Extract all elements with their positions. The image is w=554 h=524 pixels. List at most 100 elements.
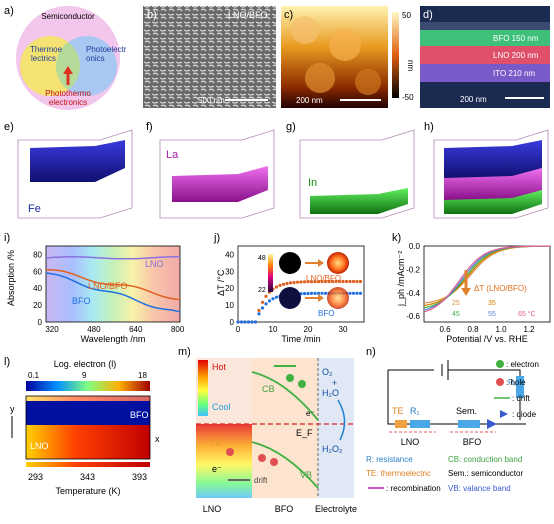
m-hot: Hot bbox=[212, 362, 227, 372]
h-fe-layer bbox=[444, 140, 542, 178]
k-xtick: 0.6 bbox=[439, 325, 451, 334]
panel-l: l) Log. electron (l) 0.1 9 18 BFO LNO y … bbox=[4, 356, 160, 496]
panel-i: i) 320 480 640 800 0 20 40 60 80 LNO LNO/BFO BFO… bbox=[4, 232, 185, 344]
l-xlabel: Temperature (K) bbox=[55, 486, 120, 496]
i-xtick: 320 bbox=[45, 325, 59, 334]
thermo-label-2: lectrics bbox=[31, 54, 56, 63]
n-diode: : diode bbox=[512, 410, 537, 419]
n-hole: : hole bbox=[506, 378, 526, 387]
panel-d-letter: d) bbox=[423, 9, 433, 21]
panel-m: m) Hot Cool TE e⁻ CB VB E_F drift O₂ + H… bbox=[178, 346, 357, 514]
grain-4 bbox=[355, 69, 381, 95]
j-lno-bfo-point bbox=[320, 279, 324, 284]
l-xt1: 343 bbox=[80, 472, 95, 482]
j-lno-bfo-point bbox=[334, 279, 338, 284]
thermal-image-1 bbox=[279, 252, 301, 274]
reduction-arrow-icon bbox=[337, 399, 346, 441]
n-r1: R₁ bbox=[410, 406, 420, 416]
hole-icon-1 bbox=[258, 454, 266, 462]
l-bfo-label: BFO bbox=[130, 410, 149, 420]
j-ytick: 40 bbox=[225, 250, 234, 259]
l-temp-bar bbox=[26, 462, 150, 467]
bbox-f bbox=[159, 129, 275, 219]
i-xtick: 480 bbox=[87, 325, 101, 334]
j-bfo-point bbox=[243, 320, 247, 324]
arrow-head-2 bbox=[318, 294, 324, 302]
photo-label-2: onics bbox=[86, 54, 105, 63]
j-bfo-point bbox=[351, 291, 356, 295]
hole-icon-3 bbox=[226, 448, 234, 456]
la-label: La bbox=[166, 149, 179, 161]
m-h2o2: H₂O₂ bbox=[322, 444, 343, 454]
k-xtick: 1.0 bbox=[495, 325, 507, 334]
j-lno-bfo-point bbox=[323, 279, 328, 284]
j-ytick: 10 bbox=[225, 301, 234, 310]
j-bfo-point bbox=[271, 297, 275, 301]
panel-n-letter: n) bbox=[366, 346, 376, 358]
n-te: TE bbox=[392, 406, 404, 416]
n-leg-sem: Sem.: semiconductor bbox=[448, 469, 523, 478]
afm-colorbar bbox=[392, 12, 399, 98]
k-temp-25: 25 bbox=[452, 300, 460, 307]
m-cool: Cool bbox=[212, 402, 231, 412]
m-bfo: BFO bbox=[275, 504, 294, 514]
j-lno-bfo-point bbox=[355, 279, 359, 284]
bfo-layer bbox=[420, 30, 550, 46]
l-lno-label: LNO bbox=[30, 441, 49, 451]
ito-layer bbox=[420, 64, 550, 82]
j-lno-bfo-point bbox=[274, 285, 279, 289]
k-temp-45: 45 bbox=[452, 311, 460, 318]
layer-label-ito: ITO 210 nm bbox=[493, 69, 535, 78]
j-ticks: 0 10 20 30 0 10 20 30 40 bbox=[225, 250, 348, 334]
j-xtick: 30 bbox=[339, 325, 348, 334]
j-bfo-point bbox=[355, 291, 359, 295]
panel-k: k) 0.6 0.8 1.0 1.2 0.0 -0.2 -0.4 -0.6 ΔT (LNO/B… bbox=[392, 232, 551, 344]
vb-band bbox=[251, 441, 319, 489]
panel-c-letter: c) bbox=[284, 9, 293, 21]
semiconductor-label: Semiconductor bbox=[41, 12, 95, 21]
arrow-head-icon bbox=[63, 66, 73, 74]
circuit-top bbox=[388, 360, 521, 420]
layer-label-bfo: BFO 150 nm bbox=[493, 34, 539, 43]
j-lno-bfo-point bbox=[316, 280, 321, 284]
grain-1 bbox=[291, 16, 319, 44]
label-lno: LNO bbox=[145, 259, 164, 269]
j-bfo-point bbox=[274, 295, 279, 299]
h-in-layer bbox=[444, 190, 542, 214]
j-bfo-point bbox=[246, 320, 251, 324]
j-bfo-point bbox=[260, 306, 265, 310]
j-lno-bfo-point bbox=[344, 279, 349, 284]
j-bfo-point bbox=[323, 291, 328, 295]
l-cb-t2: 18 bbox=[138, 371, 147, 380]
n-drift: : drift bbox=[512, 394, 531, 403]
j-bfo-point bbox=[313, 291, 317, 295]
j-lno-bfo-point bbox=[288, 281, 293, 285]
panel-g: g) In bbox=[286, 121, 415, 219]
j-bfo-point bbox=[239, 320, 244, 324]
label-bfo: BFO bbox=[72, 296, 91, 306]
series-bfo bbox=[45, 272, 181, 313]
j-lno-bfo-point bbox=[348, 279, 352, 284]
n-leg-vb: VB: valance band bbox=[448, 484, 511, 493]
m-electrolyte: Electrolyte bbox=[315, 504, 357, 514]
j-xtick: 0 bbox=[236, 325, 241, 334]
thermal-image-4 bbox=[327, 287, 349, 309]
bbox-h bbox=[433, 129, 549, 219]
j-xlabel: Time /min bbox=[281, 334, 320, 344]
afm-cb-unit: nm bbox=[406, 60, 415, 71]
i-ytick: 20 bbox=[33, 301, 42, 310]
j-bfo-point bbox=[309, 291, 314, 295]
m-o2: O₂ bbox=[322, 367, 333, 377]
j-bfo-point bbox=[257, 312, 261, 316]
l-title: Log. electron (l) bbox=[54, 359, 117, 369]
k-ytick: -0.2 bbox=[406, 265, 420, 274]
l-cb-t1: 9 bbox=[82, 371, 87, 380]
j-cb-max: 48 bbox=[258, 255, 266, 262]
k-series-line bbox=[423, 245, 550, 313]
l-lno-region bbox=[26, 425, 150, 459]
photothermo-label-2: electronics bbox=[49, 98, 87, 107]
j-lno-bfo-point bbox=[358, 279, 363, 284]
diode-legend-icon bbox=[500, 410, 508, 418]
